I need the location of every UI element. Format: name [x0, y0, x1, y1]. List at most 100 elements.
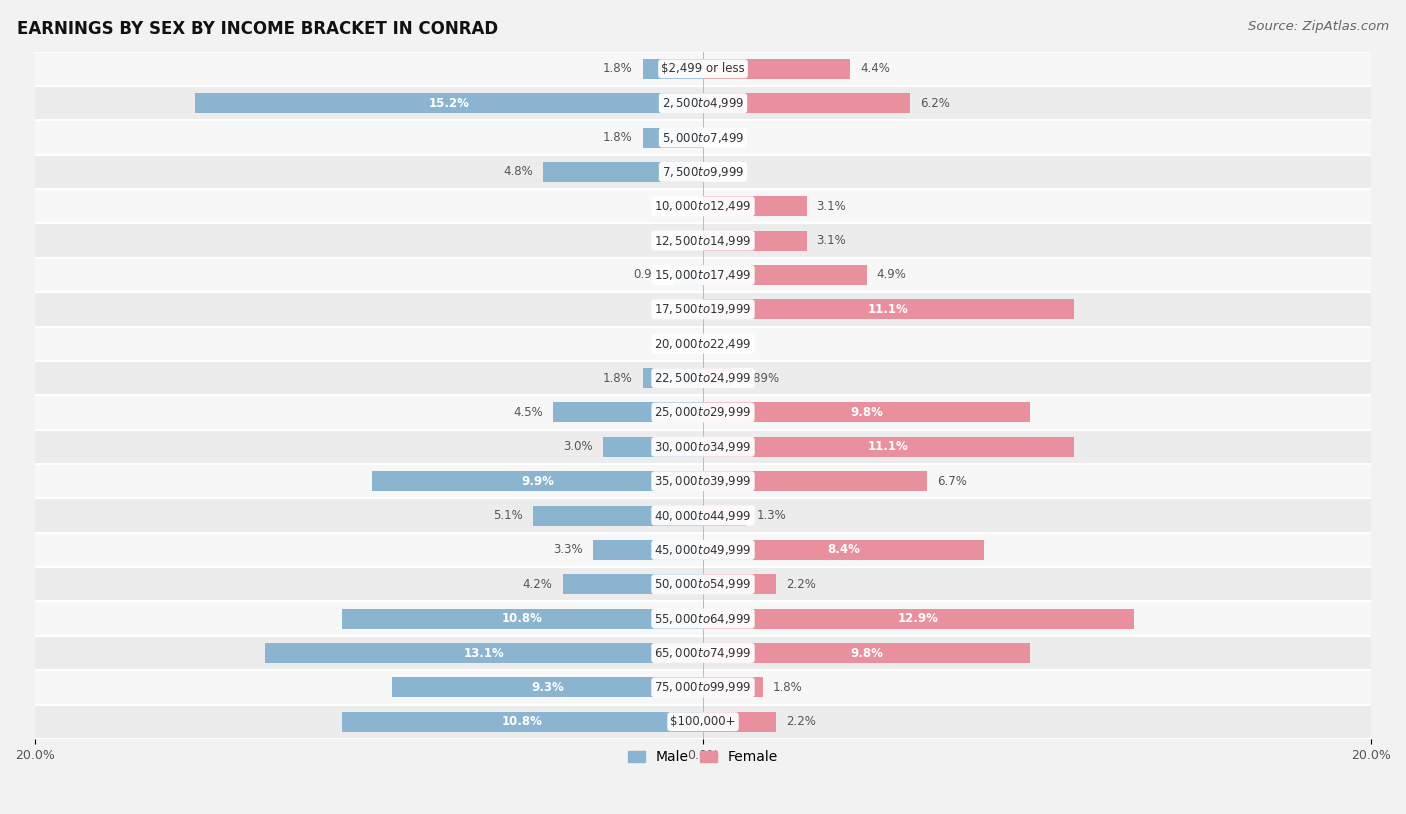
Text: $22,500 to $24,999: $22,500 to $24,999: [654, 371, 752, 385]
Text: 10.8%: 10.8%: [502, 612, 543, 625]
Text: $55,000 to $64,999: $55,000 to $64,999: [654, 611, 752, 626]
Bar: [703, 94, 910, 113]
Text: 8.4%: 8.4%: [827, 544, 859, 557]
Bar: [703, 265, 866, 285]
Text: $35,000 to $39,999: $35,000 to $39,999: [654, 475, 752, 488]
Bar: [593, 540, 703, 560]
Bar: [703, 677, 763, 698]
Bar: [703, 402, 1031, 422]
Bar: [35, 189, 1371, 224]
Bar: [35, 86, 1371, 120]
Legend: Male, Female: Male, Female: [623, 745, 783, 770]
Text: 1.8%: 1.8%: [773, 681, 803, 694]
Text: $12,500 to $14,999: $12,500 to $14,999: [654, 234, 752, 247]
Text: $20,000 to $22,499: $20,000 to $22,499: [654, 337, 752, 351]
Text: 0.0%: 0.0%: [659, 199, 689, 212]
Bar: [35, 602, 1371, 636]
Text: $40,000 to $44,999: $40,000 to $44,999: [654, 509, 752, 523]
Text: EARNINGS BY SEX BY INCOME BRACKET IN CONRAD: EARNINGS BY SEX BY INCOME BRACKET IN CON…: [17, 20, 498, 38]
Text: $45,000 to $49,999: $45,000 to $49,999: [654, 543, 752, 557]
Text: 4.4%: 4.4%: [860, 63, 890, 76]
Bar: [35, 532, 1371, 567]
Text: 4.8%: 4.8%: [503, 165, 533, 178]
Text: 9.8%: 9.8%: [851, 406, 883, 419]
Text: 11.1%: 11.1%: [868, 440, 908, 453]
Text: 9.3%: 9.3%: [531, 681, 564, 694]
Text: 5.1%: 5.1%: [494, 509, 523, 522]
Bar: [703, 59, 851, 79]
Text: 1.8%: 1.8%: [603, 63, 633, 76]
Text: 2.2%: 2.2%: [786, 716, 817, 729]
Text: 10.8%: 10.8%: [502, 716, 543, 729]
Text: 9.9%: 9.9%: [522, 475, 554, 488]
Text: 0.0%: 0.0%: [659, 303, 689, 316]
Bar: [35, 464, 1371, 498]
Bar: [703, 609, 1133, 628]
Bar: [543, 162, 703, 182]
Bar: [35, 258, 1371, 292]
Text: 1.3%: 1.3%: [756, 509, 786, 522]
Bar: [703, 540, 984, 560]
Bar: [603, 437, 703, 457]
Text: 0.0%: 0.0%: [717, 337, 747, 350]
Text: $5,000 to $7,499: $5,000 to $7,499: [662, 130, 744, 145]
Bar: [703, 711, 776, 732]
Text: 11.1%: 11.1%: [868, 303, 908, 316]
Bar: [553, 402, 703, 422]
Bar: [392, 677, 703, 698]
Text: $17,500 to $19,999: $17,500 to $19,999: [654, 302, 752, 317]
Text: $25,000 to $29,999: $25,000 to $29,999: [654, 405, 752, 419]
Bar: [703, 643, 1031, 663]
Bar: [35, 361, 1371, 396]
Text: 0.0%: 0.0%: [717, 131, 747, 144]
Bar: [35, 430, 1371, 464]
Bar: [35, 705, 1371, 739]
Bar: [35, 636, 1371, 670]
Text: $65,000 to $74,999: $65,000 to $74,999: [654, 646, 752, 660]
Text: $50,000 to $54,999: $50,000 to $54,999: [654, 577, 752, 591]
Bar: [35, 120, 1371, 155]
Bar: [35, 326, 1371, 361]
Bar: [703, 230, 807, 251]
Text: 0.9%: 0.9%: [633, 269, 662, 282]
Text: $30,000 to $34,999: $30,000 to $34,999: [654, 440, 752, 454]
Bar: [533, 505, 703, 526]
Bar: [35, 292, 1371, 326]
Bar: [643, 59, 703, 79]
Bar: [562, 575, 703, 594]
Bar: [643, 128, 703, 147]
Bar: [35, 567, 1371, 602]
Bar: [703, 575, 776, 594]
Bar: [703, 471, 927, 491]
Text: 0.0%: 0.0%: [659, 234, 689, 247]
Bar: [35, 498, 1371, 532]
Bar: [195, 94, 703, 113]
Text: 2.2%: 2.2%: [786, 578, 817, 591]
Text: 0.0%: 0.0%: [717, 165, 747, 178]
Text: 6.7%: 6.7%: [936, 475, 967, 488]
Text: $10,000 to $12,499: $10,000 to $12,499: [654, 199, 752, 213]
Text: $2,500 to $4,999: $2,500 to $4,999: [662, 96, 744, 110]
Text: 3.1%: 3.1%: [817, 199, 846, 212]
Text: 3.0%: 3.0%: [564, 440, 593, 453]
Bar: [703, 437, 1074, 457]
Bar: [703, 196, 807, 217]
Bar: [342, 711, 703, 732]
Text: 0.0%: 0.0%: [659, 337, 689, 350]
Text: 1.8%: 1.8%: [603, 131, 633, 144]
Text: $75,000 to $99,999: $75,000 to $99,999: [654, 681, 752, 694]
Text: $15,000 to $17,499: $15,000 to $17,499: [654, 268, 752, 282]
Text: 1.8%: 1.8%: [603, 371, 633, 384]
Bar: [35, 51, 1371, 86]
Bar: [703, 300, 1074, 319]
Text: 4.5%: 4.5%: [513, 406, 543, 419]
Bar: [35, 670, 1371, 705]
Bar: [673, 265, 703, 285]
Bar: [35, 224, 1371, 258]
Bar: [266, 643, 703, 663]
Text: 6.2%: 6.2%: [920, 97, 950, 110]
Text: 12.9%: 12.9%: [898, 612, 939, 625]
Text: 0.89%: 0.89%: [742, 371, 780, 384]
Bar: [35, 155, 1371, 189]
Bar: [342, 609, 703, 628]
